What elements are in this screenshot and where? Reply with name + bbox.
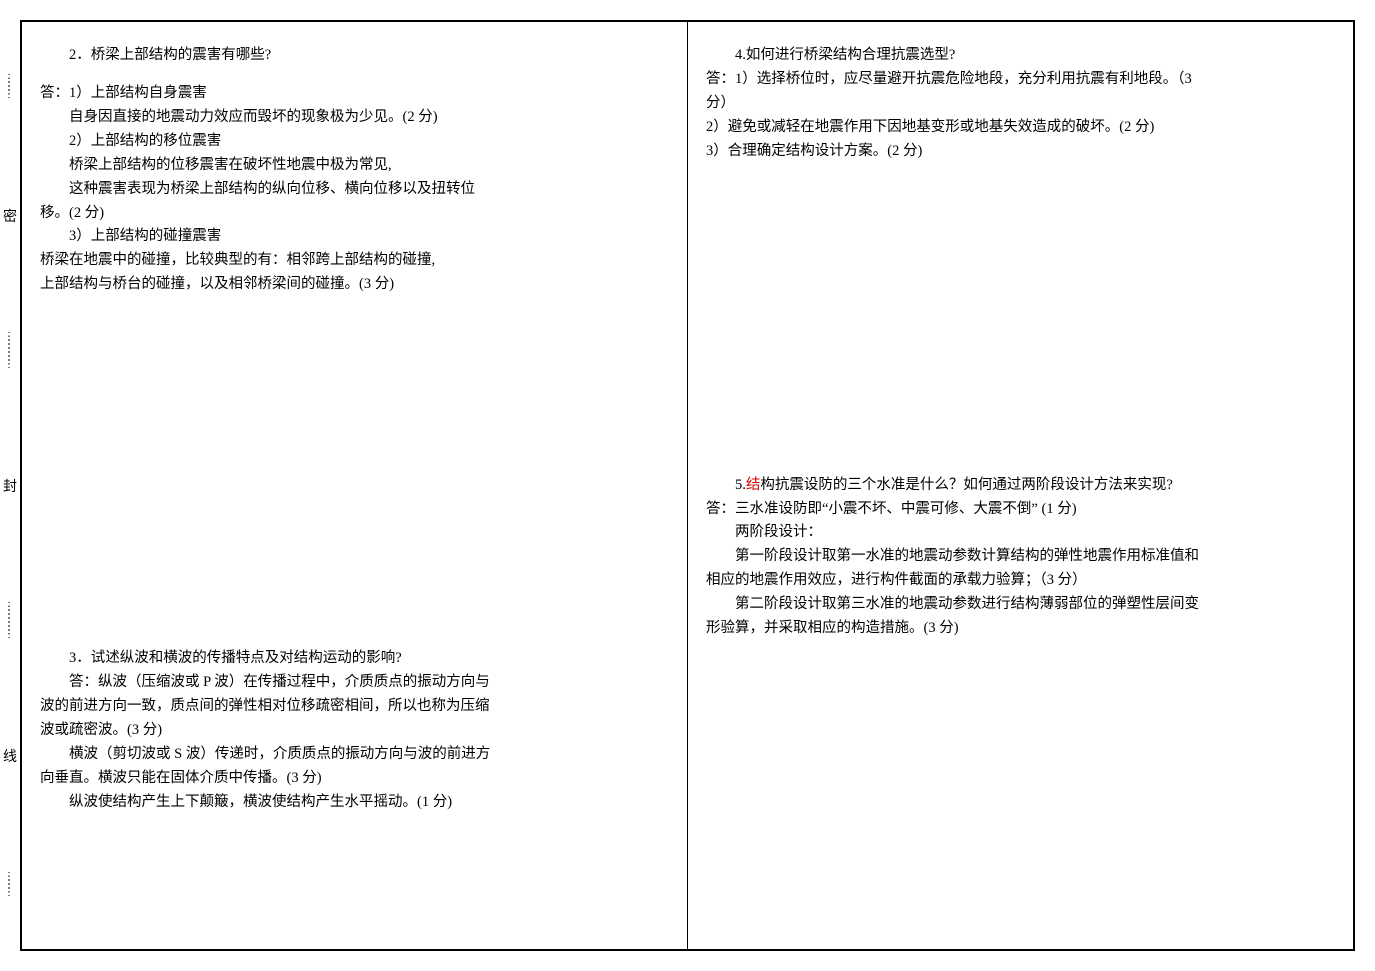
vertical-spacer <box>706 174 1335 474</box>
q2-a2-line1: 桥梁上部结构的位移震害在破坏性地震中极为常见, <box>40 154 669 178</box>
q2-a1-title: 答：1）上部结构自身震害 <box>40 82 669 106</box>
q4-a-line1a: 答：1）选择桥位时，应尽量避开抗震危险地段，充分利用抗震有利地段。（3 <box>706 68 1335 92</box>
q5-a-line3: 第一阶段设计取第一水准的地震动参数计算结构的弹性地震作用标准值和 <box>706 545 1335 569</box>
q4-a-line1b: 分） <box>706 92 1335 116</box>
q4-a-line2: 2）避免或减轻在地震作用下因地基变形或地基失效造成的破坏。(2 分) <box>706 116 1335 140</box>
binding-margin: ⋮⋮⋮⋮⋮ 密 ⋮⋮⋮⋮⋮⋮⋮⋮ 封 ⋮⋮⋮⋮⋮⋮⋮⋮ 线 ⋮⋮⋮⋮⋮ <box>0 22 22 949</box>
q3-a-line3: 波或疏密波。(3 分) <box>40 719 669 743</box>
margin-dots: ⋮⋮⋮⋮⋮⋮⋮⋮ <box>4 605 16 637</box>
margin-dots: ⋮⋮⋮⋮⋮ <box>4 875 16 895</box>
margin-char-feng: 封 <box>3 476 17 496</box>
q5-a-line5: 第二阶段设计取第三水准的地震动参数进行结构薄弱部位的弹塑性层间变 <box>706 593 1335 617</box>
q5-a-line1: 答：三水准设防即“小震不坏、中震可修、大震不倒” (1 分) <box>706 498 1335 522</box>
q2-a2-title: 2）上部结构的移位震害 <box>40 130 669 154</box>
spacer <box>40 68 669 82</box>
q2-a2-line2: 这种震害表现为桥梁上部结构的纵向位移、横向位移以及扭转位 <box>40 178 669 202</box>
q5-block: 5.结构抗震设防的三个水准是什么？如何通过两阶段设计方法来实现? 答：三水准设防… <box>706 474 1335 641</box>
margin-dots: ⋮⋮⋮⋮⋮ <box>4 77 16 97</box>
q5-a-line2: 两阶段设计： <box>706 521 1335 545</box>
exam-page: ⋮⋮⋮⋮⋮ 密 ⋮⋮⋮⋮⋮⋮⋮⋮ 封 ⋮⋮⋮⋮⋮⋮⋮⋮ 线 ⋮⋮⋮⋮⋮ 2．桥梁… <box>20 20 1355 951</box>
q4-block: 4.如何进行桥梁结构合理抗震选型? 答：1）选择桥位时，应尽量避开抗震危险地段，… <box>706 44 1335 164</box>
q5-rest: 构抗震设防的三个水准是什么？如何通过两阶段设计方法来实现? <box>760 477 1172 493</box>
q5-prefix: 5. <box>735 477 746 493</box>
q3-a-line5: 向垂直。横波只能在固体介质中传播。(3 分) <box>40 767 669 791</box>
q4-a-line3: 3）合理确定结构设计方案。(2 分) <box>706 140 1335 164</box>
q3-a-line4: 横波（剪切波或 S 波）传递时，介质质点的振动方向与波的前进方 <box>40 743 669 767</box>
q2-a1-line2: 自身因直接的地震动力效应而毁坏的现象极为少见。(2 分) <box>40 106 669 130</box>
left-column: 2．桥梁上部结构的震害有哪些? 答：1）上部结构自身震害 自身因直接的地震动力效… <box>22 22 688 949</box>
vertical-spacer <box>40 307 669 647</box>
q2-a3-title: 3）上部结构的碰撞震害 <box>40 225 669 249</box>
q5-a-line4: 相应的地震作用效应，进行构件截面的承载力验算；（3 分） <box>706 569 1335 593</box>
q3-a-line6: 纵波使结构产生上下颠簸，横波使结构产生水平摇动。(1 分) <box>40 791 669 815</box>
q5-question: 5.结构抗震设防的三个水准是什么？如何通过两阶段设计方法来实现? <box>706 474 1335 498</box>
q3-a-line2: 波的前进方向一致，质点间的弹性相对位移疏密相间，所以也称为压缩 <box>40 695 669 719</box>
q2-block: 2．桥梁上部结构的震害有哪些? 答：1）上部结构自身震害 自身因直接的地震动力效… <box>40 44 669 297</box>
q3-question: 3．试述纵波和横波的传播特点及对结构运动的影响? <box>40 647 669 671</box>
q5-a-line6: 形验算，并采取相应的构造措施。(3 分) <box>706 617 1335 641</box>
margin-dots: ⋮⋮⋮⋮⋮⋮⋮⋮ <box>4 335 16 367</box>
q3-a-line1: 答：纵波（压缩波或 P 波）在传播过程中，介质质点的振动方向与 <box>40 671 669 695</box>
margin-char-xian: 线 <box>3 746 17 766</box>
q4-question: 4.如何进行桥梁结构合理抗震选型? <box>706 44 1335 68</box>
right-column: 4.如何进行桥梁结构合理抗震选型? 答：1）选择桥位时，应尽量避开抗震危险地段，… <box>688 22 1353 949</box>
q2-a3-line1: 桥梁在地震中的碰撞，比较典型的有：相邻跨上部结构的碰撞, <box>40 249 669 273</box>
q5-red-char: 结 <box>746 477 761 493</box>
margin-char-mi: 密 <box>3 206 17 226</box>
q3-block: 3．试述纵波和横波的传播特点及对结构运动的影响? 答：纵波（压缩波或 P 波）在… <box>40 647 669 814</box>
q2-a3-line2: 上部结构与桥台的碰撞，以及相邻桥梁间的碰撞。(3 分) <box>40 273 669 297</box>
q2-question: 2．桥梁上部结构的震害有哪些? <box>40 44 669 68</box>
q2-a2-line3: 移。(2 分) <box>40 202 669 226</box>
